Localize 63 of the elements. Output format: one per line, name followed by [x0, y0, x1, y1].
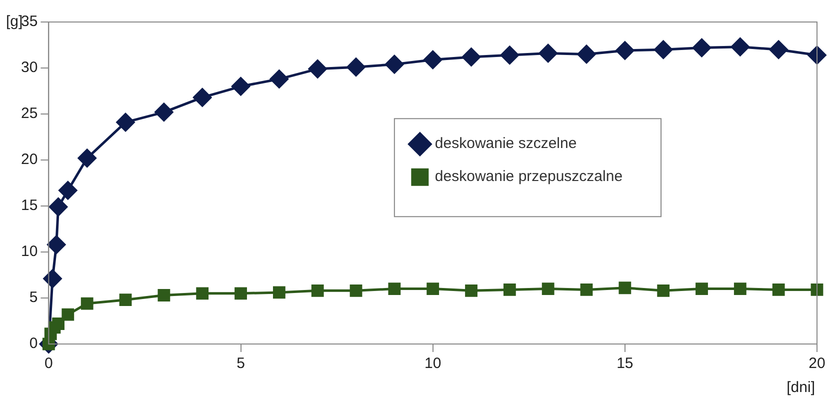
y-tick-label: 15 — [20, 197, 38, 214]
point — [234, 287, 247, 300]
point — [196, 287, 209, 300]
point — [772, 284, 785, 296]
x-tick-label: 5 — [236, 355, 245, 372]
y-tick-label: 25 — [20, 105, 38, 122]
point — [116, 113, 135, 132]
point — [426, 282, 440, 295]
point — [462, 48, 481, 66]
point — [730, 38, 750, 56]
y-tick-label: 30 — [20, 59, 38, 76]
point — [538, 44, 558, 63]
x-tick-label: 15 — [616, 355, 634, 372]
point — [308, 60, 327, 78]
x-tick-label: 10 — [424, 355, 442, 372]
point — [346, 58, 366, 76]
legend-label: deskowanie przepuszczalne — [434, 168, 623, 186]
point — [577, 44, 596, 64]
point — [424, 50, 442, 69]
point — [385, 55, 404, 74]
y-tick-label: 20 — [20, 151, 38, 168]
point — [43, 269, 62, 288]
point — [692, 38, 712, 58]
point — [654, 40, 673, 59]
point — [503, 284, 516, 296]
y-tick-label: 0 — [29, 335, 38, 352]
point — [119, 294, 132, 306]
point — [734, 282, 746, 295]
point — [465, 284, 478, 297]
point — [270, 70, 288, 88]
point — [47, 235, 66, 254]
x-tick-label: 20 — [808, 355, 826, 372]
point — [154, 102, 174, 122]
point — [311, 284, 324, 297]
point — [657, 284, 670, 297]
point — [49, 198, 68, 216]
point — [80, 297, 94, 310]
y-tick-label: 10 — [20, 243, 38, 260]
point — [58, 181, 78, 200]
point — [272, 286, 286, 299]
point — [78, 148, 96, 168]
point — [232, 77, 250, 96]
point — [158, 289, 170, 302]
legend-label: deskowanie szczelne — [434, 135, 577, 152]
point — [769, 40, 788, 59]
point — [193, 88, 212, 107]
point — [52, 318, 64, 330]
point — [500, 46, 519, 64]
point — [618, 282, 632, 294]
point — [350, 284, 362, 297]
x-tick-label: 0 — [44, 355, 53, 372]
point — [616, 41, 634, 60]
point — [696, 282, 708, 295]
point — [62, 308, 74, 321]
point — [388, 282, 401, 295]
y-tick-label: 35 — [20, 13, 38, 30]
point — [810, 284, 824, 296]
y-tick-label: 5 — [29, 289, 38, 306]
point — [580, 284, 593, 296]
x-axis-title: [dni] — [786, 379, 815, 396]
y-axis-title: [g] — [6, 13, 23, 30]
point — [808, 46, 826, 64]
point — [542, 282, 554, 295]
